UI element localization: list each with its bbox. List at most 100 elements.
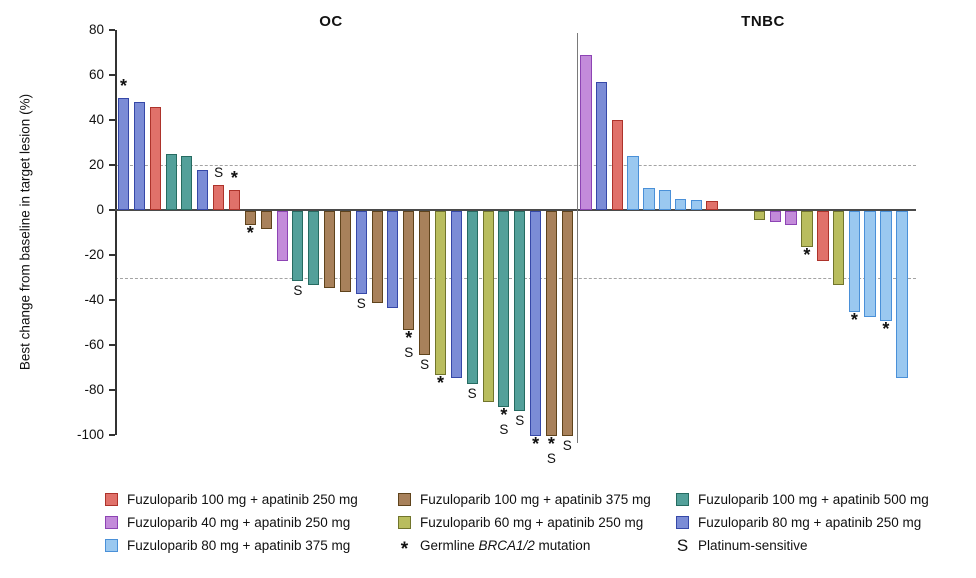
legend-column-2: Fuzuloparib 100 mg + apatinib 375 mg Fuzu…	[398, 488, 651, 560]
bar-tnbc-6	[659, 189, 671, 210]
y-tick	[109, 209, 115, 211]
platinum-sensitive-mark: S	[214, 165, 224, 181]
bar-tnbc-4	[627, 156, 639, 210]
bar-oc-24	[482, 211, 494, 403]
legend-item: Fuzuloparib 80 mg + apatinib 250 mg	[676, 511, 929, 534]
bar-tnbc-16	[817, 211, 829, 261]
platinum-sensitive-mark: S	[562, 438, 572, 453]
bar-oc-12	[292, 211, 304, 281]
germline-brca-mark: *	[500, 404, 508, 425]
bar-tnbc-5	[643, 187, 655, 210]
bar-oc-26	[514, 211, 526, 412]
y-tick	[109, 29, 115, 31]
bar-oc-5	[181, 156, 193, 210]
lightblue-swatch-icon	[105, 539, 118, 552]
y-tick-label: -20	[84, 247, 104, 262]
bar-oc-25	[498, 211, 510, 407]
y-axis-line	[115, 30, 117, 435]
y-tick	[109, 119, 115, 121]
legend-item: S Platinum-sensitive	[676, 534, 929, 557]
bar-tnbc-20	[880, 211, 892, 322]
bar-tnbc-15	[801, 211, 813, 247]
y-tick-label: 0	[96, 202, 104, 217]
bar-oc-9	[244, 211, 256, 225]
legend-item: Fuzuloparib 100 mg + apatinib 375 mg	[398, 488, 651, 511]
bar-oc-2	[133, 102, 145, 210]
y-tick	[109, 434, 115, 436]
y-tick	[109, 164, 115, 166]
legend-item-label: Fuzuloparib 80 mg + apatinib 250 mg	[698, 515, 922, 530]
panel-title-oc: OC	[319, 13, 343, 30]
platinum-sensitive-mark: S	[356, 296, 366, 312]
y-tick-label: 60	[88, 67, 104, 82]
legend-item: Fuzuloparib 60 mg + apatinib 250 mg	[398, 511, 651, 534]
s-symbol-icon: S	[676, 535, 689, 555]
legend-item: Fuzuloparib 40 mg + apatinib 250 mg	[105, 511, 358, 534]
bar-oc-23	[466, 211, 478, 385]
platinum-sensitive-mark: S	[546, 451, 556, 466]
bar-tnbc-1	[580, 54, 592, 210]
y-axis-title: Best change from baseline in target lesi…	[17, 93, 33, 371]
legend-item: * Germline BRCA1/2 mutation	[398, 534, 651, 560]
legend-item-label: Fuzuloparib 80 mg + apatinib 375 mg	[127, 538, 351, 553]
bar-oc-18	[387, 211, 399, 308]
legend-item-label: Fuzuloparib 40 mg + apatinib 250 mg	[127, 515, 351, 530]
germline-brca-mark: *	[850, 310, 858, 331]
platinum-sensitive-mark: S	[515, 413, 525, 429]
brown-swatch-icon	[398, 493, 411, 506]
bar-oc-10	[260, 211, 272, 229]
platinum-sensitive-mark: S	[467, 386, 477, 402]
purple-swatch-icon	[105, 516, 118, 529]
platinum-sensitive-mark: S	[293, 282, 303, 298]
y-tick-label: 20	[88, 157, 104, 172]
legend-column-3: Fuzuloparib 100 mg + apatinib 500 mg Fuzu…	[676, 488, 929, 557]
germline-brca-mark: *	[119, 75, 128, 96]
bar-oc-1	[118, 97, 129, 210]
y-tick-label: -60	[84, 337, 104, 352]
bar-tnbc-19	[864, 211, 876, 317]
bar-tnbc-12	[753, 211, 766, 220]
indigo-swatch-icon	[676, 516, 689, 529]
bar-tnbc-8	[690, 199, 703, 210]
bar-tnbc-9	[706, 201, 718, 210]
y-tick	[109, 389, 115, 391]
germline-brca-mark: *	[246, 222, 254, 243]
bar-tnbc-21	[896, 211, 908, 378]
bar-oc-21	[435, 211, 446, 376]
germline-brca-mark: *	[436, 373, 445, 394]
asterisk-symbol-icon: *	[400, 538, 409, 560]
y-tick	[109, 74, 115, 76]
bar-oc-16	[355, 211, 367, 295]
legend-item-label: Fuzuloparib 100 mg + apatinib 500 mg	[698, 492, 929, 507]
bar-tnbc-18	[848, 211, 861, 313]
platinum-sensitive-mark: S	[499, 421, 509, 437]
panel-separator	[576, 33, 578, 443]
legend-item: Fuzuloparib 80 mg + apatinib 375 mg	[105, 534, 358, 557]
germline-brca-mark: *	[230, 167, 238, 188]
zero-baseline	[115, 209, 916, 211]
bar-oc-15	[339, 211, 351, 292]
y-tick	[109, 254, 115, 256]
bar-oc-8	[228, 189, 240, 210]
bar-oc-20	[419, 211, 431, 355]
reference-line-20	[115, 165, 916, 166]
red-swatch-icon	[105, 493, 118, 506]
bar-oc-6	[197, 169, 209, 210]
bar-oc-13	[308, 211, 320, 286]
bar-tnbc-13	[769, 211, 782, 223]
bar-tnbc-2	[595, 81, 608, 210]
bar-oc-19	[403, 211, 415, 331]
bar-tnbc-3	[611, 120, 624, 210]
bar-oc-3	[149, 106, 161, 210]
germline-brca-mark: *	[405, 328, 413, 349]
germline-brca-mark: *	[547, 434, 555, 454]
legend-item-label: Fuzuloparib 60 mg + apatinib 250 mg	[420, 515, 644, 530]
bar-oc-14	[324, 211, 336, 288]
bar-tnbc-17	[832, 211, 845, 286]
y-tick-label: 80	[88, 22, 104, 37]
y-tick-label: 40	[88, 112, 104, 127]
bar-oc-11	[276, 211, 288, 261]
bar-oc-29	[561, 211, 573, 436]
bar-oc-22	[450, 211, 462, 378]
